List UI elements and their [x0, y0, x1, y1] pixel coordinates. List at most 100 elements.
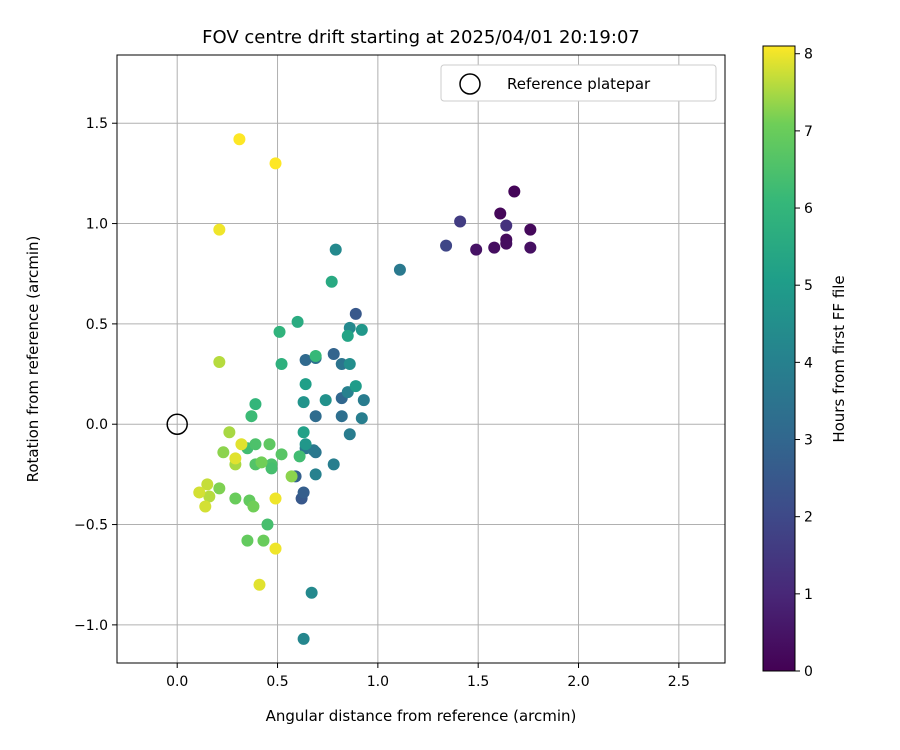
data-point	[470, 243, 483, 256]
y-tick-label: 0.0	[86, 417, 108, 433]
data-point	[199, 500, 212, 513]
x-axis-label: Angular distance from reference (arcmin)	[266, 707, 577, 725]
legend-marker	[459, 73, 481, 95]
y-axis-ticks: −1.0 −0.5 0.0 0.5 1.0 1.5	[74, 116, 117, 634]
data-point	[201, 478, 214, 491]
data-point	[235, 438, 248, 451]
data-point	[291, 315, 304, 328]
data-point	[255, 456, 268, 469]
data-point	[488, 241, 501, 254]
data-point	[343, 358, 356, 371]
data-point	[249, 398, 262, 411]
data-point	[508, 185, 521, 198]
data-point	[335, 410, 348, 423]
data-point	[524, 241, 537, 254]
data-point	[309, 349, 322, 362]
data-point	[213, 482, 226, 495]
colorbar-gradient	[762, 45, 796, 672]
data-point	[349, 307, 362, 320]
x-tick-label: 0.5	[266, 674, 288, 690]
data-point	[393, 263, 406, 276]
data-point	[329, 243, 342, 256]
data-point	[293, 450, 306, 463]
colorbar-tick-label: 8	[804, 47, 813, 63]
data-point	[325, 275, 338, 288]
data-point	[355, 412, 368, 425]
colorbar-tick-label: 3	[804, 433, 813, 449]
data-point	[357, 394, 370, 407]
colorbar-tick-label: 2	[804, 510, 813, 526]
data-point	[253, 578, 266, 591]
data-point	[297, 632, 310, 645]
data-point	[269, 492, 282, 505]
data-point	[454, 215, 467, 228]
y-tick-label: 1.5	[86, 116, 108, 132]
data-point	[229, 492, 242, 505]
colorbar-tick-label: 5	[804, 278, 813, 294]
data-point	[245, 410, 258, 423]
data-point	[273, 325, 286, 338]
data-point	[299, 354, 312, 367]
reference-point	[166, 413, 188, 435]
data-point	[233, 133, 246, 146]
data-point	[275, 448, 288, 461]
colorbar-label: Hours from first FF file	[830, 275, 848, 442]
legend-label: Reference platepar	[507, 75, 651, 93]
data-point	[297, 396, 310, 409]
data-point	[309, 468, 322, 481]
data-point	[299, 438, 312, 451]
data-point	[265, 462, 278, 475]
data-point	[269, 157, 282, 170]
x-tick-label: 1.5	[467, 674, 489, 690]
x-tick-label: 1.0	[367, 674, 389, 690]
data-point	[305, 586, 318, 599]
colorbar-tick-label: 7	[804, 124, 813, 140]
legend: Reference platepar	[440, 64, 717, 102]
data-point	[249, 438, 262, 451]
colorbar-tick-label: 6	[804, 201, 813, 217]
colorbar-tick-label: 1	[804, 587, 813, 603]
data-point	[241, 534, 254, 547]
data-point	[327, 347, 340, 360]
data-point	[275, 358, 288, 371]
data-point	[341, 329, 354, 342]
legend-box	[440, 64, 717, 102]
x-axis-ticks: 0.0 0.5 1.0 1.5 2.0 2.5	[166, 663, 690, 690]
data-point	[229, 452, 242, 465]
data-point	[223, 426, 236, 439]
data-point	[247, 500, 260, 513]
data-point	[213, 356, 226, 369]
x-tick-label: 0.0	[166, 674, 188, 690]
data-point	[263, 438, 276, 451]
data-point	[299, 378, 312, 391]
data-point	[500, 237, 513, 250]
colorbar-ticks: 0 1 2 3 4 5 6 7 8	[795, 47, 813, 680]
grid	[117, 55, 725, 663]
data-point	[500, 219, 513, 232]
y-tick-label: −1.0	[74, 618, 108, 634]
data-point	[494, 207, 507, 220]
y-tick-label: 1.0	[86, 217, 108, 233]
data-point	[257, 534, 270, 547]
data-point	[355, 323, 368, 336]
data-point	[261, 518, 274, 531]
data-point	[440, 239, 453, 252]
data-point	[269, 542, 282, 555]
data-points	[193, 133, 537, 645]
data-point	[217, 446, 230, 459]
plot-frame	[116, 54, 726, 664]
data-point	[193, 486, 206, 499]
y-tick-label: 0.5	[86, 317, 108, 333]
data-point	[309, 410, 322, 423]
colorbar: 0 1 2 3 4 5 6 7 8 Hours from first FF file	[762, 45, 848, 680]
colorbar-tick-label: 4	[804, 355, 813, 371]
data-point	[327, 458, 340, 471]
x-tick-label: 2.5	[668, 674, 690, 690]
colorbar-tick-label: 0	[804, 664, 813, 680]
data-point	[285, 470, 298, 483]
data-point	[297, 426, 310, 439]
data-point	[343, 428, 356, 441]
data-point	[524, 223, 537, 236]
data-point	[203, 490, 216, 503]
